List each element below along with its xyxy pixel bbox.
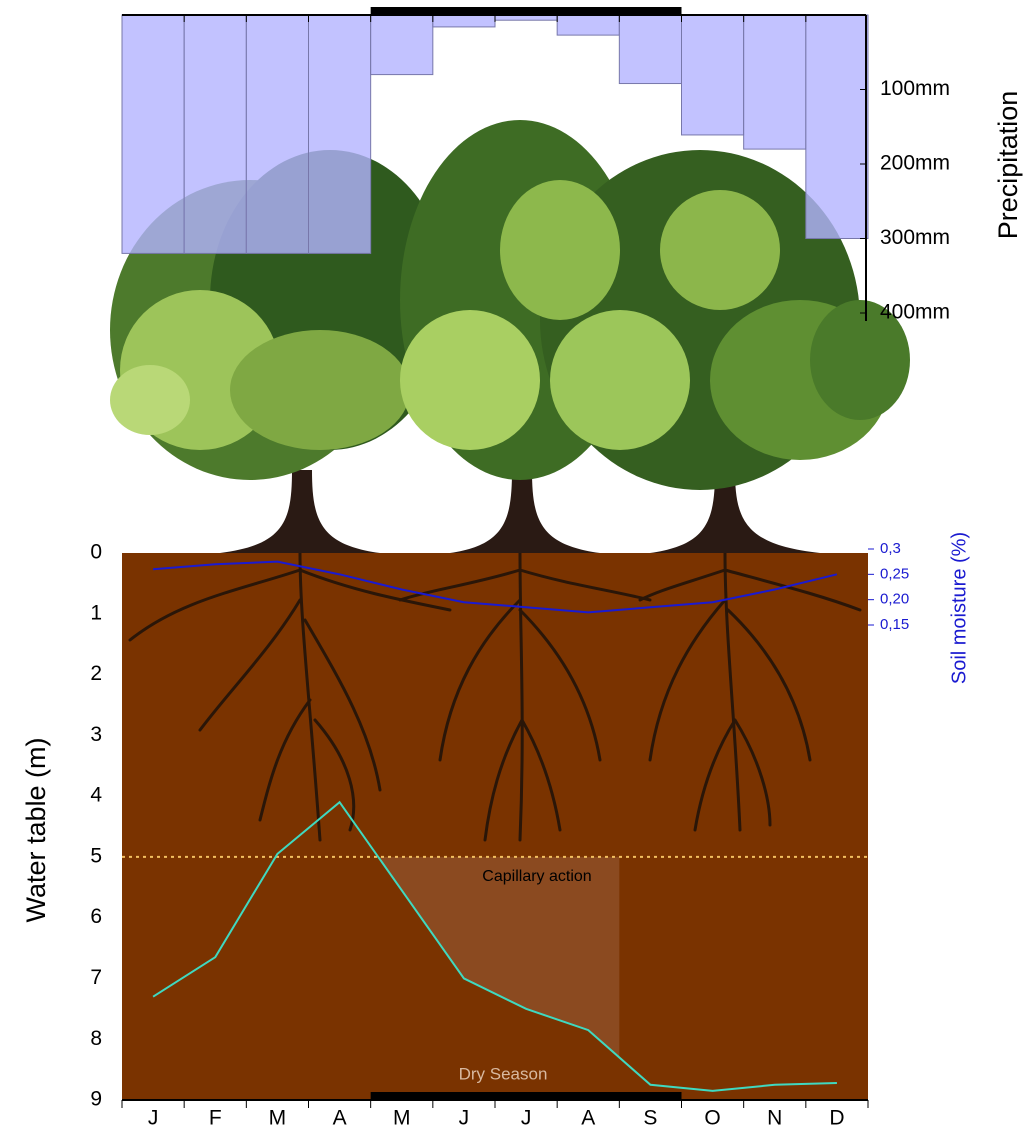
x-tick-label: A xyxy=(333,1107,347,1130)
bar xyxy=(371,15,433,75)
y-tick-label: 8 xyxy=(90,1027,102,1050)
bar xyxy=(682,15,744,135)
y-tick-label: 100mm xyxy=(880,77,950,100)
y-tick-label: 9 xyxy=(90,1088,102,1111)
y-tick-label: 2 xyxy=(90,662,102,685)
x-tick-label: M xyxy=(393,1107,411,1130)
bar xyxy=(744,15,806,149)
x-tick-label: N xyxy=(767,1107,782,1130)
y-axis-title: Water table (m) xyxy=(21,737,51,922)
y-tick-label: 6 xyxy=(90,905,102,928)
soil xyxy=(122,553,868,1100)
y-tick-label: 7 xyxy=(90,966,102,989)
annotation: Capillary action xyxy=(482,868,591,885)
bar xyxy=(806,15,868,239)
y-tick-label: 0 xyxy=(90,541,102,564)
bar xyxy=(433,15,495,27)
bar xyxy=(309,15,371,253)
y-tick-label: 4 xyxy=(90,784,102,807)
season-bar xyxy=(371,1092,682,1100)
annotation: Dry Season xyxy=(459,1064,548,1083)
y-tick-label: 200mm xyxy=(880,152,950,175)
y2-tick-label: 0,15 xyxy=(880,616,909,633)
y-tick-label: 3 xyxy=(90,723,102,746)
season-bar xyxy=(371,7,682,15)
x-tick-label: S xyxy=(643,1107,657,1130)
x-tick-label: J xyxy=(521,1107,532,1130)
y-tick-label: 5 xyxy=(90,844,102,867)
x-tick-label: M xyxy=(269,1107,287,1130)
bar xyxy=(246,15,308,253)
y2-tick-label: 0,3 xyxy=(880,540,901,557)
y-tick-label: 1 xyxy=(90,601,102,624)
x-tick-label: J xyxy=(148,1107,159,1130)
y-axis-title: Precipitation xyxy=(993,91,1023,240)
y-tick-label: 400mm xyxy=(880,301,950,324)
x-tick-label: D xyxy=(829,1107,844,1130)
bar xyxy=(122,15,184,253)
x-tick-label: F xyxy=(209,1107,222,1130)
x-tick-label: J xyxy=(459,1107,470,1130)
bar xyxy=(557,15,619,35)
y2-axis-title: Soil moisture (%) xyxy=(948,532,970,684)
y2-tick-label: 0,20 xyxy=(880,591,909,608)
chart: 100mm 200mm 300mm 400mm 0 1 2 3 4 5 6 7 8 9 0,3 0,25 0,2… xyxy=(0,0,1036,1131)
bar xyxy=(619,15,681,84)
bar xyxy=(184,15,246,253)
x-tick-label: A xyxy=(581,1107,595,1130)
y2-tick-label: 0,25 xyxy=(880,565,909,582)
y-tick-label: 300mm xyxy=(880,226,950,249)
x-tick-label: O xyxy=(704,1107,720,1130)
